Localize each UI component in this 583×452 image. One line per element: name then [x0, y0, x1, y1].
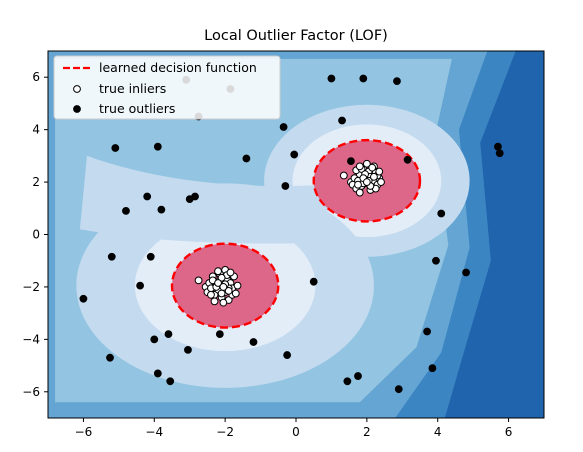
inlier-point — [231, 289, 240, 298]
outlier-point — [150, 335, 159, 344]
x-tick-label: 6 — [505, 425, 513, 439]
decision-boundary-1 — [312, 138, 422, 223]
inlier-point — [355, 162, 364, 171]
inlier-point — [217, 289, 226, 298]
outlier-point — [290, 150, 299, 159]
outlier-points — [79, 74, 504, 394]
inlier-point — [207, 290, 215, 299]
legend-inlier-swatch — [73, 85, 81, 93]
outlier-point — [157, 205, 166, 214]
outlier-point — [242, 154, 251, 163]
inlier-points — [194, 159, 385, 307]
inlier-point — [339, 171, 348, 180]
outlier-point — [437, 209, 446, 218]
outlier-point — [184, 345, 192, 354]
outlier-point — [164, 330, 173, 339]
inlier-point — [224, 286, 233, 295]
outlier-point — [146, 252, 155, 261]
inlier-point — [219, 283, 228, 291]
outlier-point — [111, 144, 120, 152]
legend-label-true-outliers: true outliers — [99, 101, 175, 116]
outlier-point — [153, 369, 162, 378]
outlier-point — [327, 74, 336, 83]
outlier-point — [338, 116, 346, 125]
inlier-point — [194, 276, 203, 285]
legend-label-true-inliers: true inliers — [99, 81, 166, 96]
y-tick-label: −2 — [22, 280, 40, 294]
outlier-point — [107, 252, 116, 261]
x-tick-label: −6 — [75, 425, 93, 439]
outlier-point — [106, 353, 114, 362]
outlier-point — [79, 294, 88, 303]
y-tick-label: 4 — [32, 123, 40, 137]
inlier-point — [214, 279, 222, 287]
legend-box — [53, 55, 281, 120]
outlier-point — [495, 149, 504, 158]
decision-boundary-2 — [170, 242, 280, 329]
outlier-point — [166, 377, 175, 386]
outlier-point — [403, 155, 412, 164]
plot-area — [48, 51, 544, 418]
outlier-point — [394, 385, 403, 394]
inlier-point — [355, 188, 364, 197]
outlier-point — [309, 277, 318, 286]
inlier-point — [219, 298, 228, 307]
y-tick-label: 0 — [32, 228, 40, 242]
outlier-point — [283, 351, 292, 359]
outlier-point — [494, 142, 502, 151]
y-tick-label: 2 — [32, 175, 40, 189]
outlier-point — [432, 256, 440, 265]
x-axis-ticks: −6 −4 −2 0 2 4 6 — [75, 418, 513, 439]
inlier-point — [362, 178, 371, 186]
inlier-point — [214, 267, 222, 276]
contour-bridge — [79, 155, 332, 244]
outlier-point — [215, 330, 224, 339]
outlier-point — [359, 74, 368, 83]
outlier-point — [279, 123, 288, 131]
outlier-point — [428, 364, 437, 373]
inlier-point — [210, 297, 219, 306]
outlier-point — [393, 77, 401, 86]
outlier-point — [347, 157, 355, 166]
inlier-point — [377, 178, 385, 186]
outlier-point — [343, 377, 352, 386]
outlier-point — [423, 327, 431, 336]
outlier-point — [354, 372, 362, 380]
x-tick-label: 0 — [292, 425, 300, 439]
x-tick-label: −2 — [216, 425, 234, 439]
inlier-point — [368, 163, 377, 172]
outlier-point — [281, 182, 290, 190]
y-tick-label: −6 — [22, 385, 40, 399]
inlier-point — [370, 172, 378, 181]
y-tick-label: −4 — [22, 332, 40, 346]
chart-title: Local Outlier Factor (LOF) — [204, 28, 388, 44]
outlier-point — [122, 207, 130, 215]
y-axis-ticks: −6 −4 −2 0 2 4 6 — [22, 70, 48, 399]
legend-label-decision-function: learned decision function — [99, 60, 257, 75]
inlier-point — [375, 167, 384, 176]
inlier-point — [233, 281, 242, 290]
outlier-point — [136, 281, 145, 290]
outlier-point — [249, 338, 258, 346]
x-tick-label: 2 — [363, 425, 371, 439]
inlier-point — [354, 180, 362, 189]
legend: learned decision function true inliers t… — [53, 55, 281, 120]
outlier-point — [191, 192, 199, 201]
x-tick-label: −4 — [145, 425, 163, 439]
outlier-point — [153, 142, 162, 151]
legend-outlier-swatch — [73, 105, 81, 113]
inlier-point — [362, 159, 371, 168]
y-tick-label: 6 — [32, 70, 40, 84]
inlier-point — [217, 273, 226, 282]
inlier-point — [226, 268, 235, 277]
outlier-point — [143, 192, 152, 201]
outlier-point — [462, 268, 470, 277]
x-tick-label: 4 — [434, 425, 442, 439]
